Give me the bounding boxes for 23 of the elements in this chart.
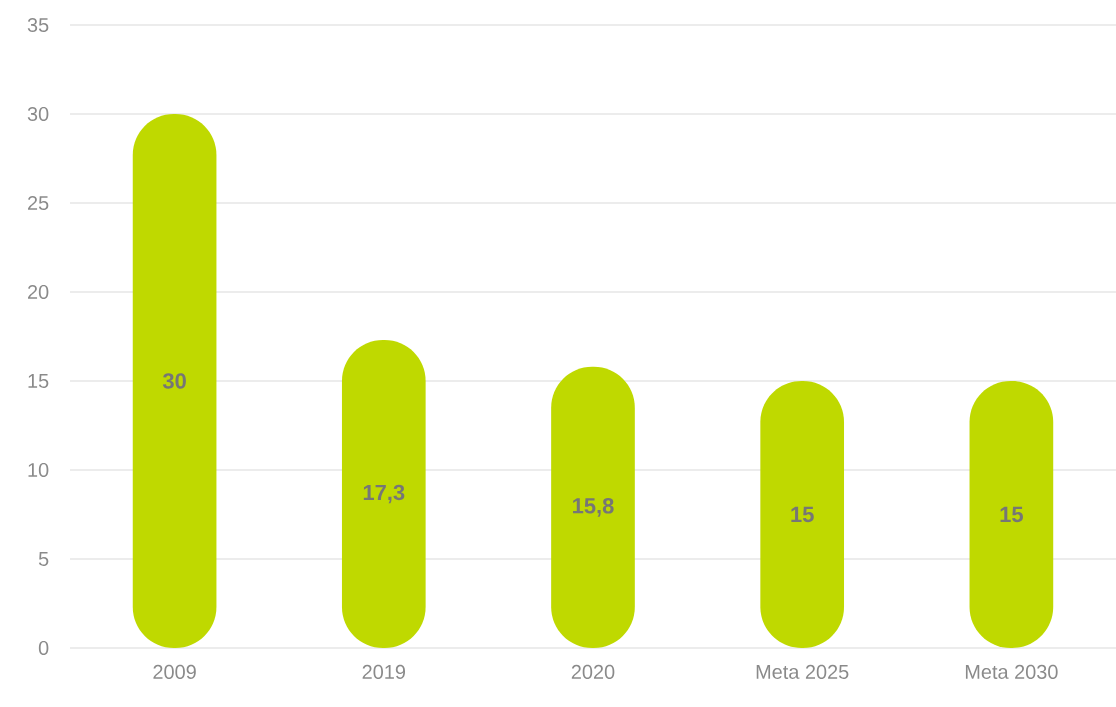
data-label: 15 [1000, 506, 1023, 523]
x-tick-label: Meta 2030 [965, 664, 1058, 679]
y-tick-label: 10 [28, 462, 49, 478]
bar [551, 366, 635, 648]
y-tick-label: 35 [27, 17, 49, 33]
x-tick-label: 2019 [362, 664, 405, 679]
bar [760, 381, 845, 648]
data-label: 30 [162, 373, 186, 389]
y-tick-label: 25 [28, 195, 49, 211]
bar [341, 340, 426, 648]
y-tick-label: 0 [38, 640, 49, 656]
x-tick-label: 2009 [153, 664, 196, 679]
x-tick-label: 2020 [571, 664, 615, 679]
y-tick-label: 30 [27, 106, 49, 122]
data-label: 17,3 [363, 484, 405, 504]
y-tick-label: 15 [28, 374, 49, 388]
x-tick-label: Meta 2025 [756, 664, 849, 679]
data-label: 15,8 [573, 498, 614, 517]
data-label: 15 [791, 506, 814, 523]
bar [969, 381, 1054, 648]
y-tick-label: 5 [38, 552, 49, 566]
bar [132, 114, 217, 648]
y-tick-label: 20 [28, 284, 49, 300]
